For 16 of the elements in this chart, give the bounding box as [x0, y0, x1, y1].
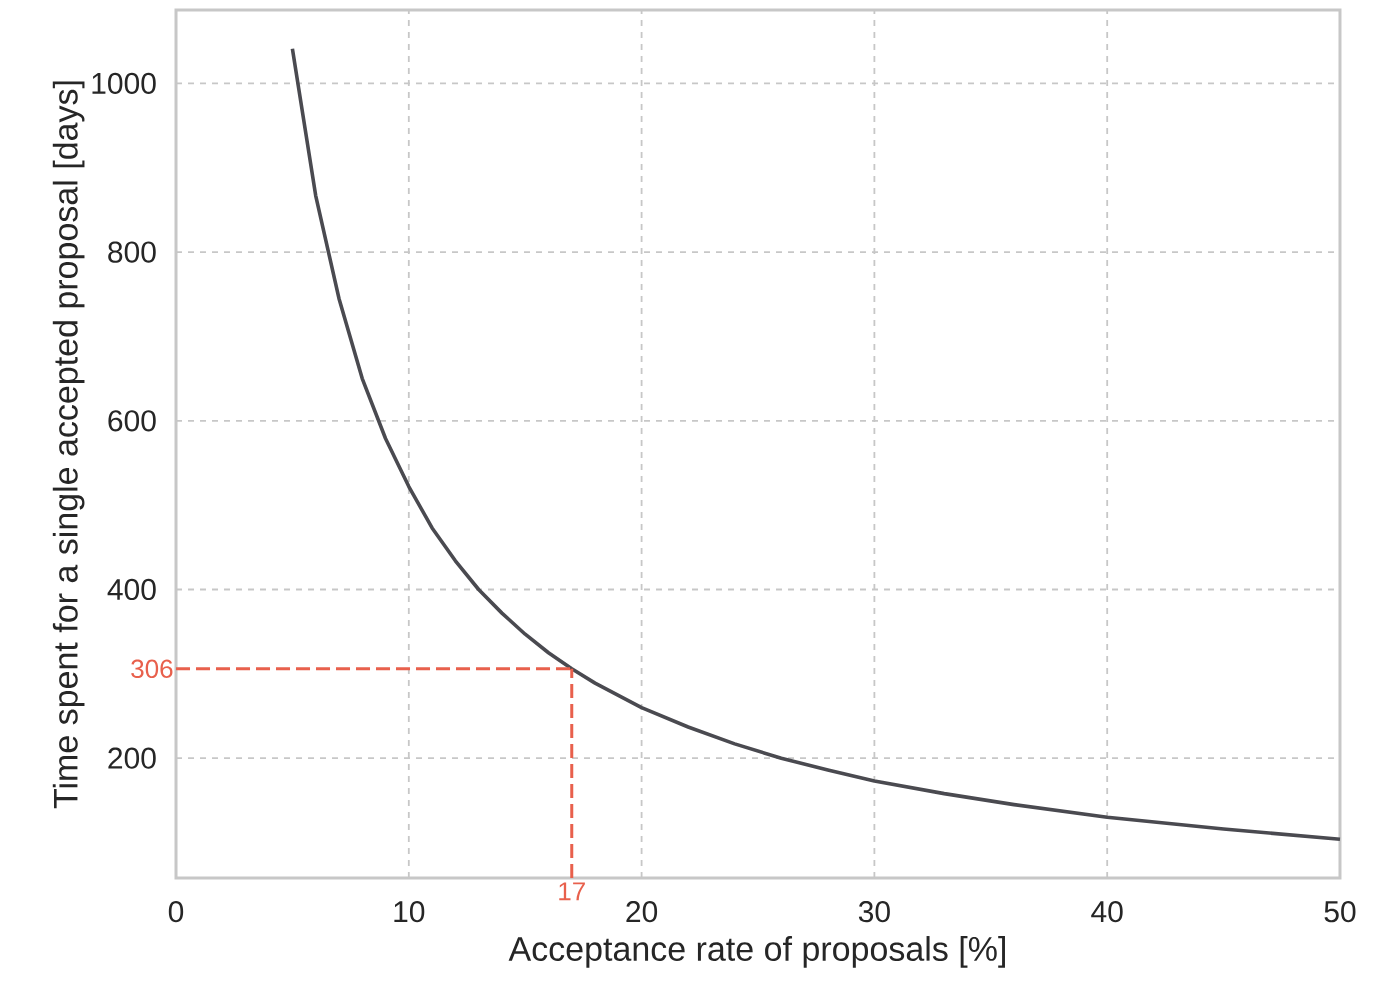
x-tick-label: 30	[858, 901, 890, 923]
x-tick-label: 20	[626, 901, 658, 923]
ref-line-label: 306	[131, 659, 173, 678]
y-tick-label: 200	[108, 747, 156, 769]
y-tick-label: 1000	[92, 72, 156, 94]
x-tick-label: 50	[1324, 901, 1356, 923]
y-tick-label: 600	[108, 410, 156, 432]
x-tick-label: 0	[168, 901, 184, 923]
x-tick-label: 40	[1091, 901, 1123, 923]
y-axis-title: Time spent for a single accepted proposal [days]	[52, 81, 85, 809]
y-tick-label: 800	[108, 241, 156, 263]
x-tick-label: 10	[394, 901, 425, 923]
line-series	[290, 46, 1342, 841]
x-axis-title: Acceptance rate of proposals [%]	[508, 936, 1005, 968]
y-tick-label: 400	[107, 578, 156, 601]
ref-line-label: 17	[559, 882, 585, 901]
